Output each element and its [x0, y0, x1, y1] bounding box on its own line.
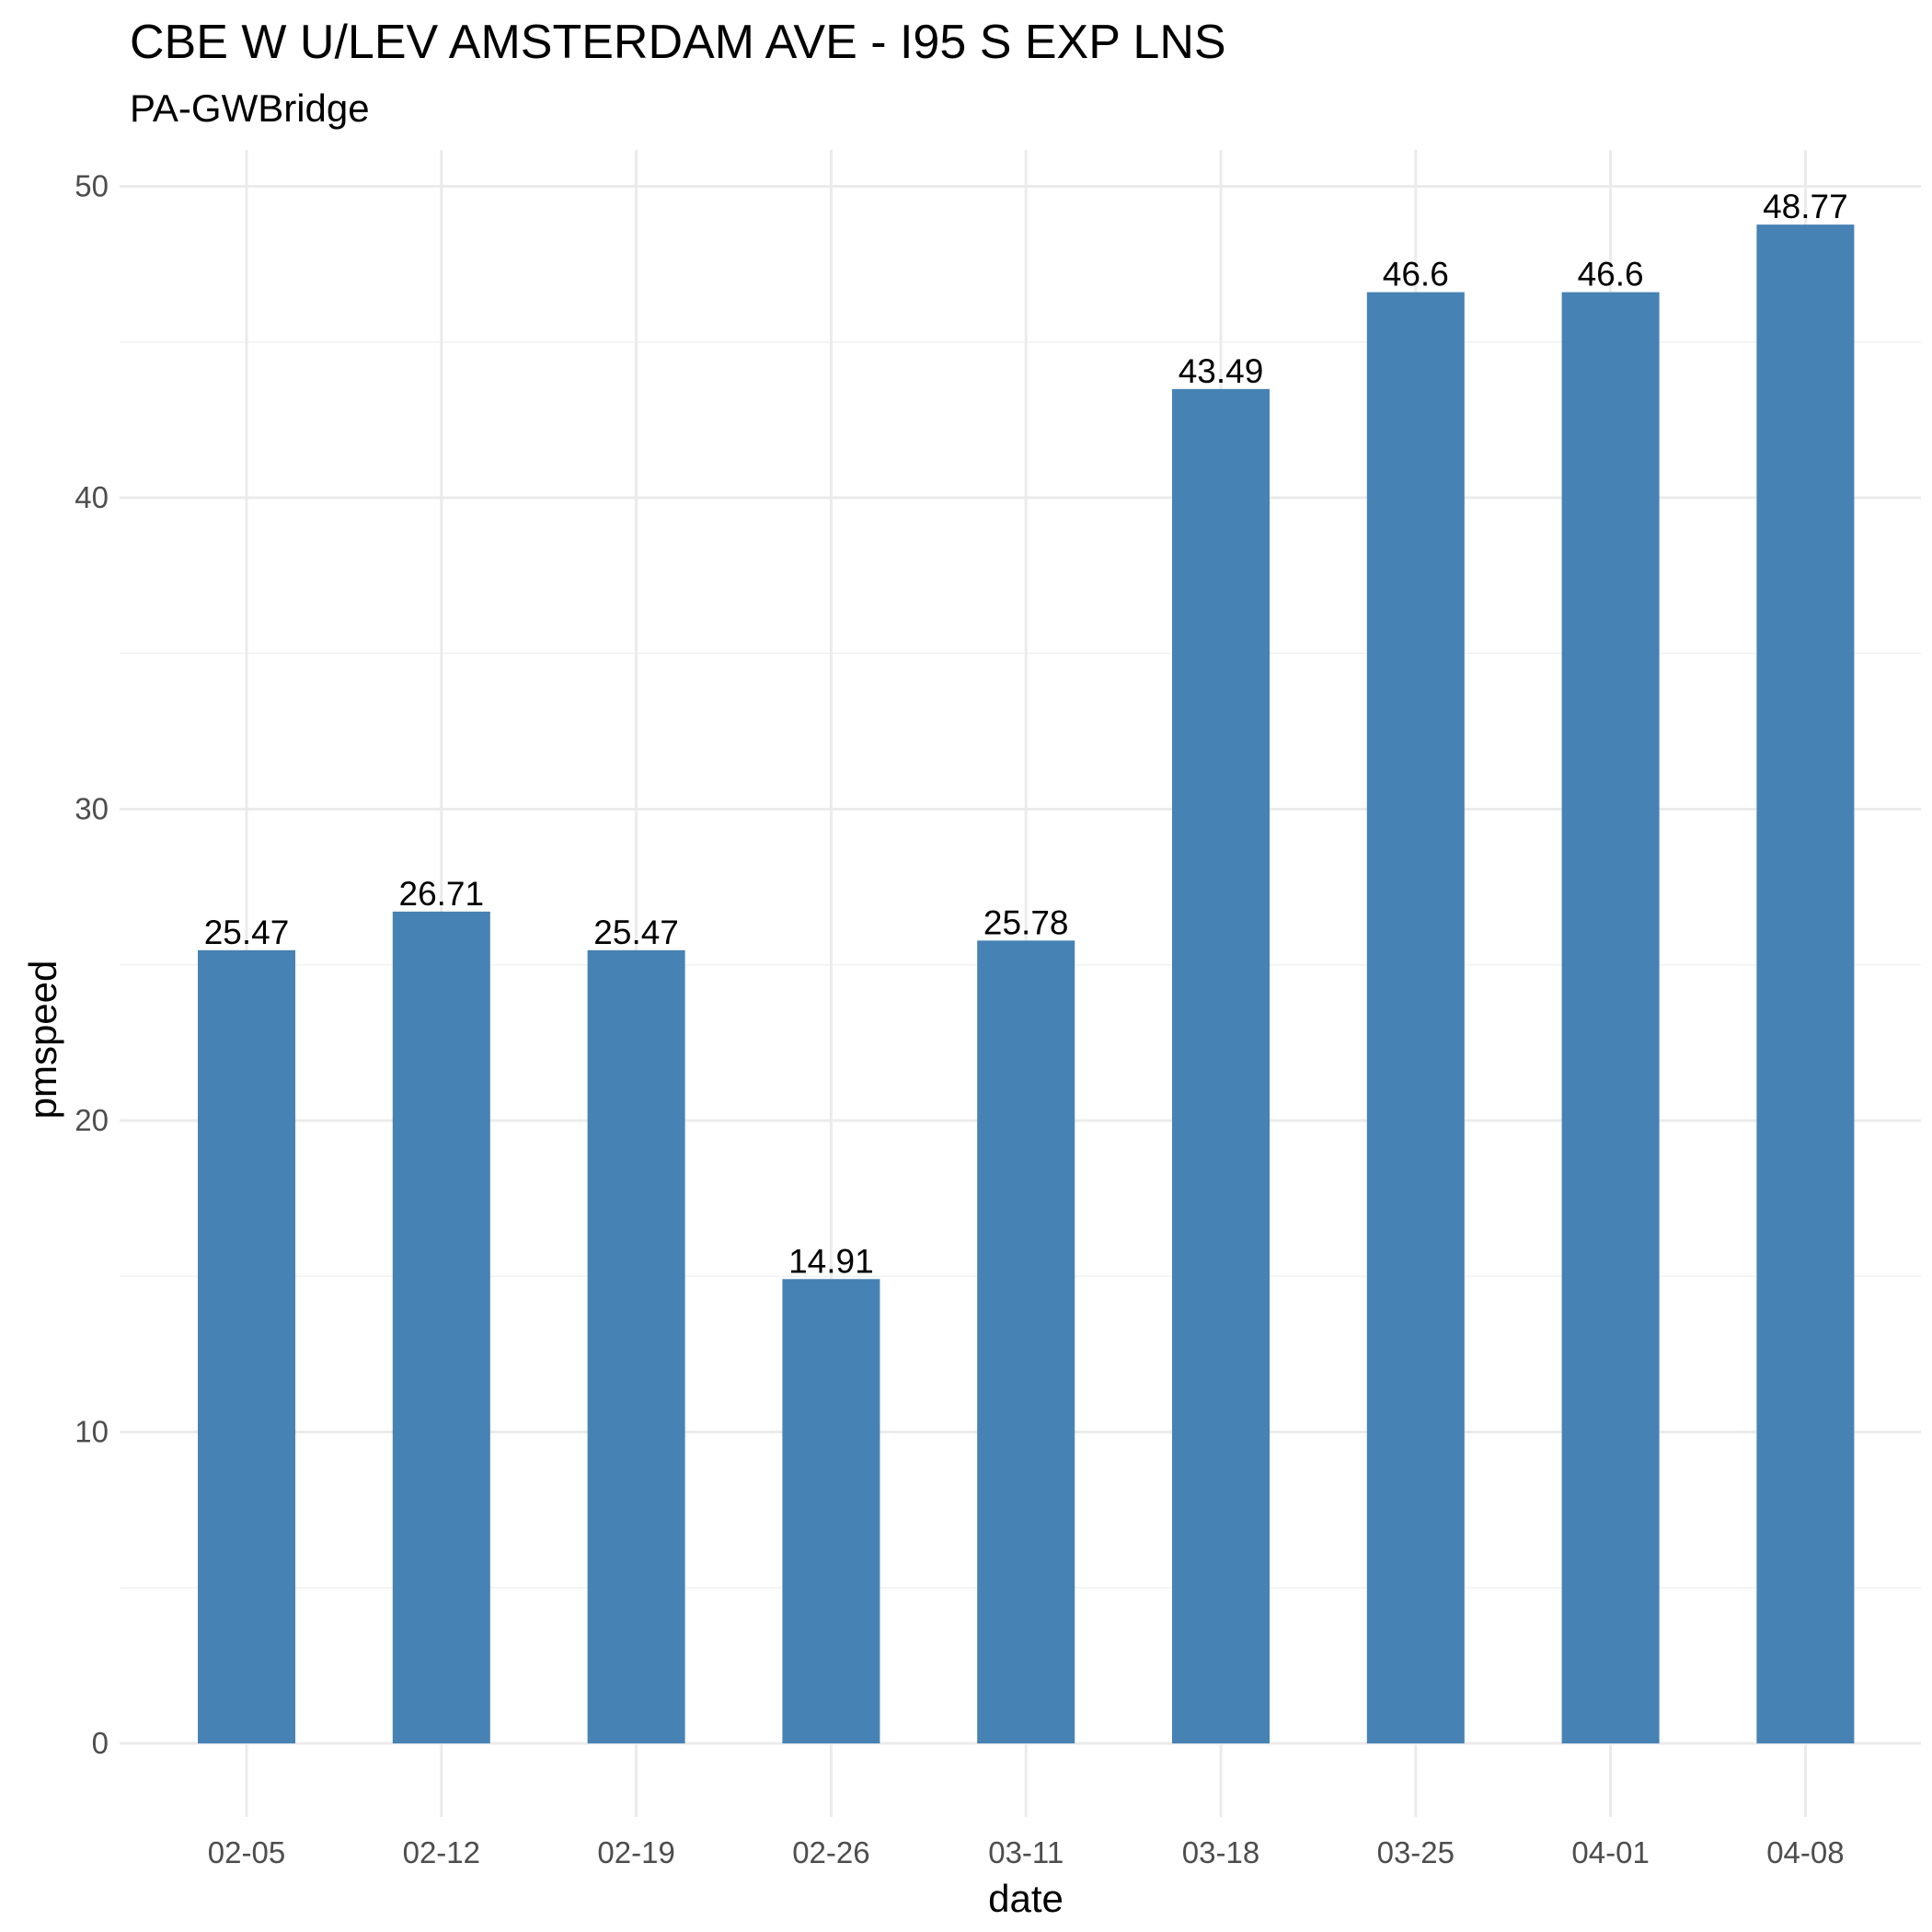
chart-subtitle: PA-GWBridge — [130, 86, 370, 130]
bar-value-label: 25.47 — [593, 914, 679, 951]
axis-layer: 0 10 20 30 40 50 02-05 02-12 02-19 02-26 03-11 03-1… — [75, 169, 1844, 1870]
x-tick-label: 02-12 — [403, 1835, 480, 1869]
bar — [1561, 292, 1660, 1744]
x-tick-label: 02-05 — [208, 1835, 285, 1869]
chart-title: CBE W U/LEV AMSTERDAM AVE - I95 S EXP LN… — [130, 16, 1226, 69]
bar — [1172, 388, 1270, 1743]
bar — [782, 1279, 880, 1743]
data-label-layer: 25.47 26.71 25.47 14.91 25.78 43.49 46.6 46.6 48… — [204, 188, 1848, 1280]
x-tick-label: 03-18 — [1182, 1835, 1259, 1869]
x-tick-label: 03-25 — [1377, 1835, 1455, 1869]
bar — [198, 949, 295, 1743]
y-axis-title: pmspeed — [21, 960, 64, 1120]
bar-value-label: 25.47 — [204, 914, 290, 951]
bar — [1756, 224, 1855, 1743]
bar-value-label: 14.91 — [788, 1242, 874, 1280]
x-tick-label: 04-08 — [1766, 1835, 1844, 1869]
bar-value-label: 46.6 — [1578, 256, 1644, 293]
bar-value-label: 46.6 — [1383, 256, 1449, 293]
bar — [587, 949, 685, 1743]
bar-layer — [198, 224, 1855, 1744]
bar-value-label: 43.49 — [1179, 352, 1264, 390]
bar-value-label: 48.77 — [1763, 188, 1848, 225]
x-tick-label: 02-19 — [597, 1835, 674, 1869]
x-tick-label: 03-11 — [988, 1835, 1064, 1869]
y-tick-label: 50 — [75, 169, 109, 203]
bar — [1366, 292, 1465, 1744]
x-tick-label: 04-01 — [1571, 1835, 1649, 1869]
bar — [392, 911, 490, 1743]
bar — [977, 940, 1075, 1743]
y-tick-label: 0 — [92, 1726, 109, 1760]
x-tick-label: 02-26 — [792, 1835, 869, 1869]
y-tick-label: 40 — [75, 480, 109, 514]
y-tick-label: 20 — [75, 1103, 109, 1137]
bar-value-label: 25.78 — [983, 903, 1069, 941]
bar-value-label: 26.71 — [399, 875, 485, 913]
x-axis-title: date — [988, 1877, 1064, 1920]
y-tick-label: 10 — [75, 1415, 109, 1449]
y-tick-label: 30 — [75, 792, 109, 826]
